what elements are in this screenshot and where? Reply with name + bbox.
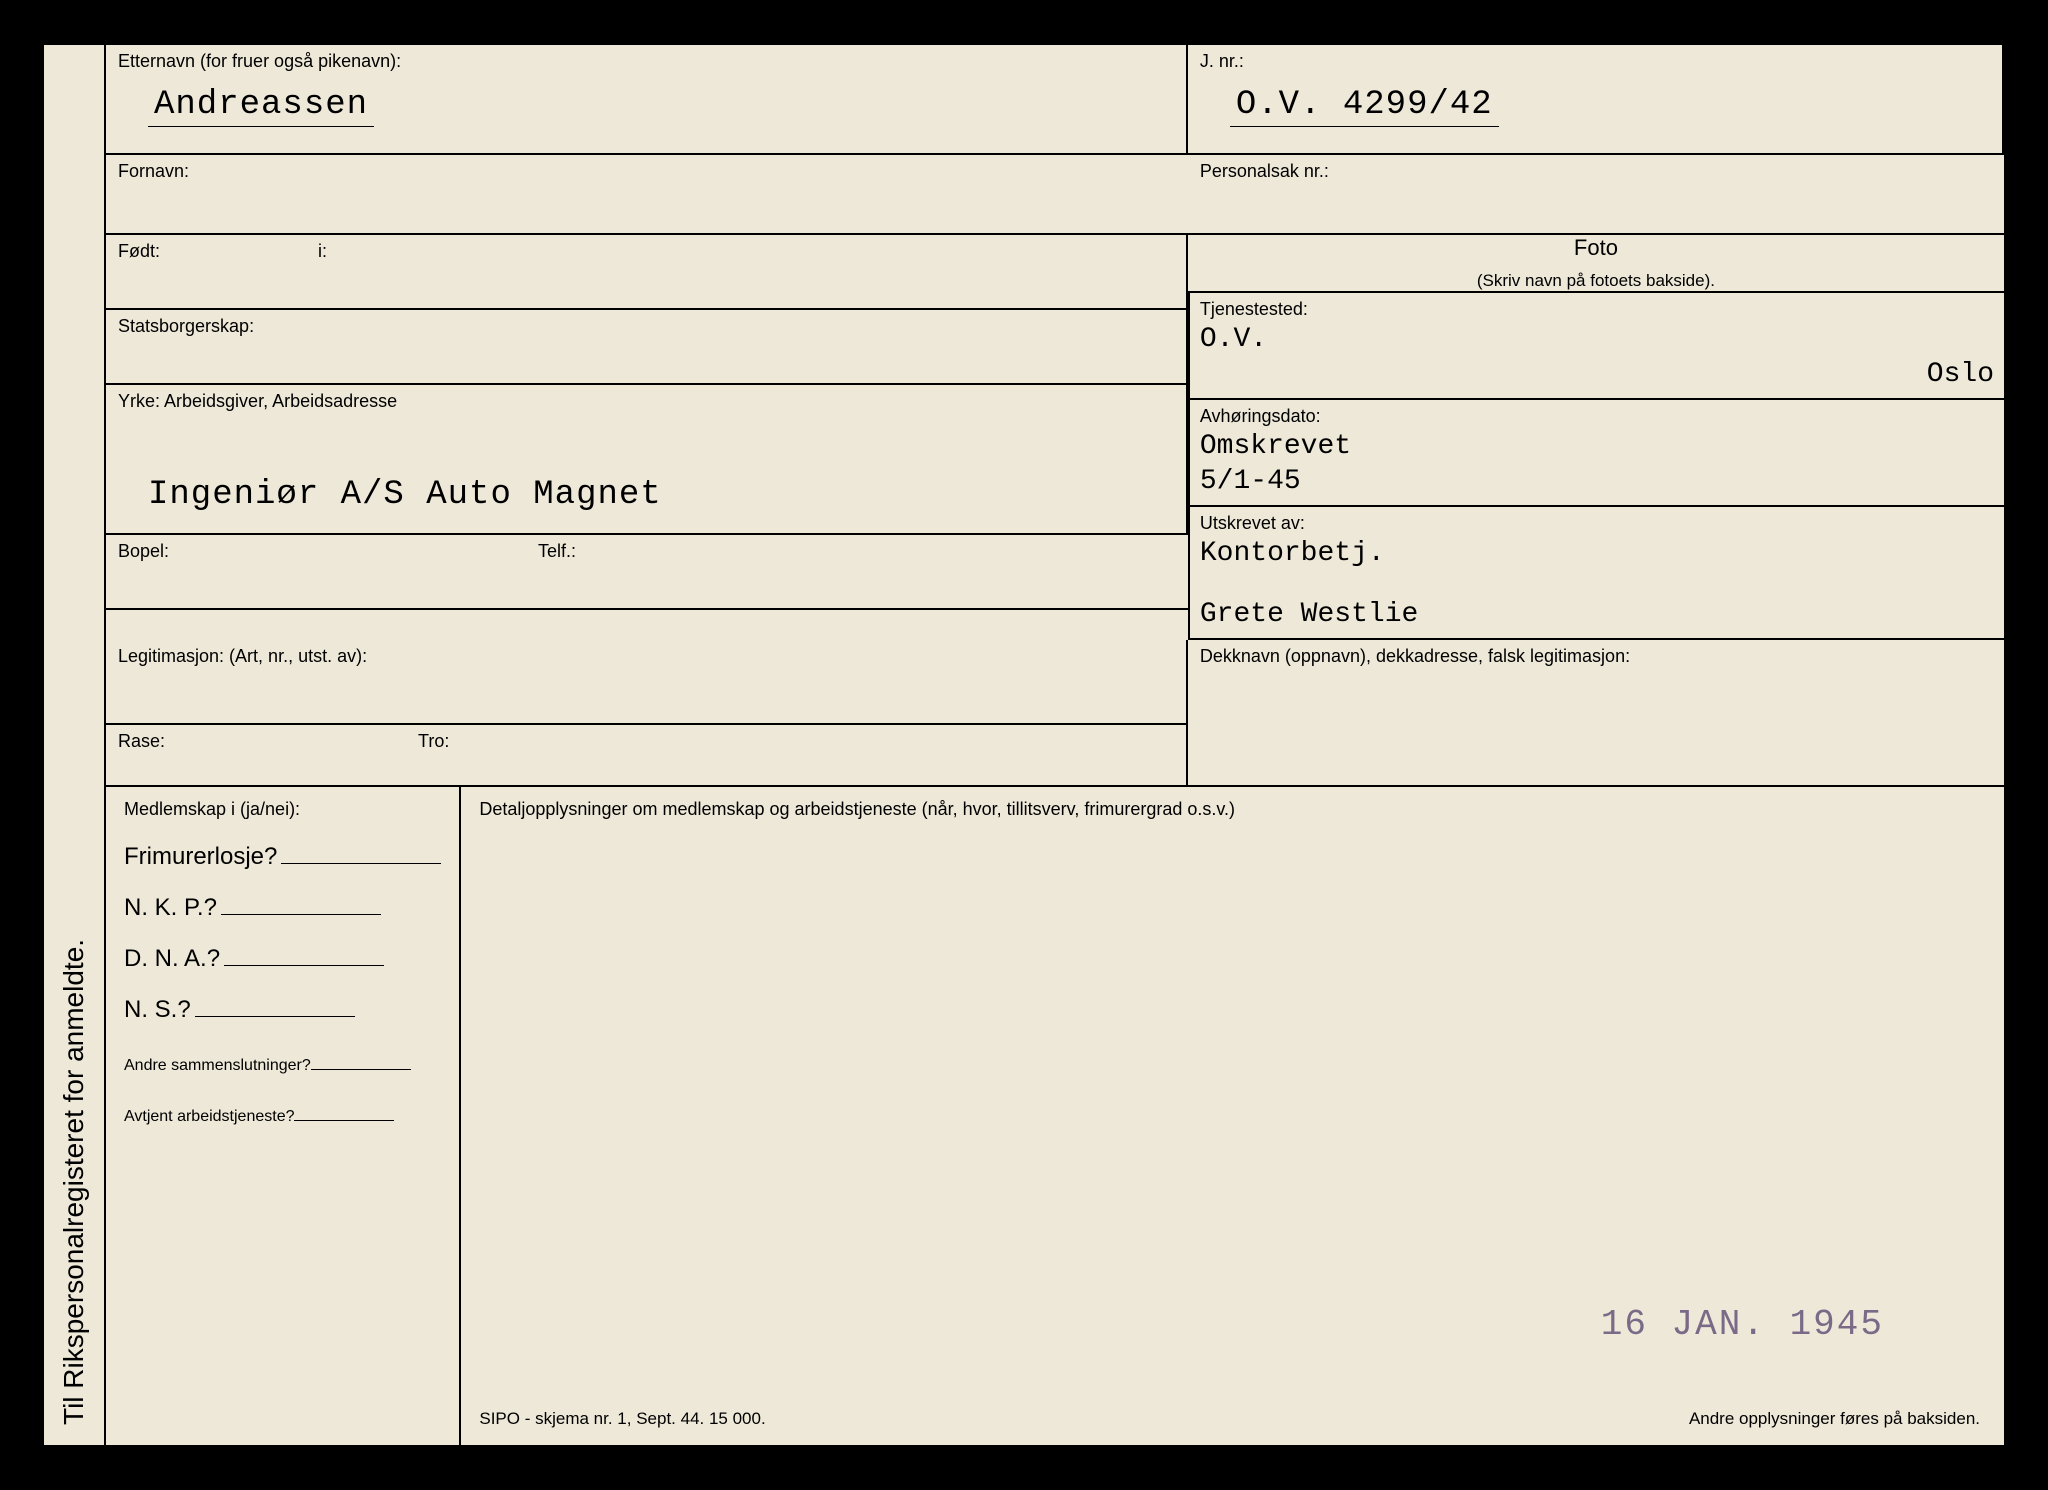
membership-item: D. N. A.?: [124, 940, 441, 973]
membership-slot: [195, 991, 355, 1017]
field-fodt: Født: i:: [106, 235, 1188, 310]
label-foto-sub: (Skriv navn på fotoets bakside).: [1477, 271, 1715, 291]
label-dekknavn: Dekknavn (oppnavn), dekkadresse, falsk l…: [1200, 646, 1992, 667]
membership-slot: [311, 1050, 411, 1070]
footer-form-id: SIPO - skjema nr. 1, Sept. 44. 15 000.: [479, 1409, 765, 1429]
value-avhoringsdato-1: Omskrevet: [1200, 431, 1994, 462]
membership-item: Frimurerlosje?: [124, 838, 441, 871]
footer-note: Andre opplysninger føres på baksiden.: [1689, 1409, 1980, 1429]
membership-column: Medlemskap i (ja/nei): Frimurerlosje? N.…: [106, 787, 461, 1445]
membership-label-1: N. K. P.?: [124, 894, 217, 922]
top-section: Etternavn (for fruer også pikenavn): And…: [106, 45, 2004, 235]
side-stack: Tjenestested: O.V. Oslo Avhøringsdato: O…: [1188, 293, 2004, 640]
value-avhoringsdato-2: 5/1-45: [1200, 466, 1994, 497]
label-avhoringsdato: Avhøringsdato:: [1200, 406, 1994, 427]
label-etternavn: Etternavn (for fruer også pikenavn):: [118, 51, 1174, 72]
label-avtjent: Avtjent arbeidstjeneste?: [124, 1108, 294, 1126]
record-card: Til Rikspersonalregisteret for anmeldte.…: [44, 45, 2004, 1445]
label-fornavn: Fornavn:: [118, 161, 1176, 182]
value-utskrevet-av-1: Kontorbetj.: [1200, 538, 1994, 569]
value-yrke: Ingeniør A/S Auto Magnet: [118, 462, 1174, 522]
membership-slot: [221, 889, 381, 915]
legit-dekknavn-row: Legitimasjon: (Art, nr., utst. av): Rase…: [106, 640, 2004, 787]
label-medlemskap: Medlemskap i (ja/nei):: [124, 799, 441, 820]
field-tjenestested: Tjenestested: O.V. Oslo: [1190, 293, 2004, 400]
field-statsborgerskap: Statsborgerskap:: [106, 310, 1188, 385]
membership-label-2: D. N. A.?: [124, 945, 220, 973]
label-telf: Telf.:: [538, 541, 576, 561]
label-bopel: Bopel:: [118, 541, 169, 561]
form-body: Etternavn (for fruer også pikenavn): And…: [104, 45, 2004, 1445]
field-etternavn: Etternavn (for fruer også pikenavn): And…: [106, 45, 1188, 155]
field-avhoringsdato: Avhøringsdato: Omskrevet 5/1-45: [1190, 400, 2004, 507]
field-jnr: J. nr.: O.V. 4299/42: [1188, 45, 2004, 155]
membership-andre: Andre sammenslutninger?: [124, 1050, 441, 1075]
membership-item: N. K. P.?: [124, 889, 441, 922]
membership-slot: [294, 1101, 394, 1121]
value-etternavn: Andreassen: [148, 86, 374, 127]
label-tro: Tro:: [418, 731, 449, 751]
vertical-title: Til Rikspersonalregisteret for anmeldte.: [44, 45, 104, 1445]
label-tjenestested: Tjenestested:: [1200, 299, 1994, 320]
field-dekknavn: Dekknavn (oppnavn), dekkadresse, falsk l…: [1188, 640, 2004, 787]
label-statsborgerskap: Statsborgerskap:: [118, 316, 1174, 337]
date-stamp: 16 JAN. 1945: [1601, 1304, 1884, 1345]
label-rase: Rase:: [118, 731, 165, 751]
label-yrke: Yrke: Arbeidsgiver, Arbeidsadresse: [118, 391, 1174, 412]
membership-label-3: N. S.?: [124, 996, 191, 1024]
details-column: Detaljopplysninger om medlemskap og arbe…: [461, 787, 2004, 1445]
label-fodt-i: i:: [318, 241, 327, 261]
bottom-section: Medlemskap i (ja/nei): Frimurerlosje? N.…: [106, 787, 2004, 1445]
membership-slot: [281, 838, 441, 864]
membership-label-0: Frimurerlosje?: [124, 843, 277, 871]
field-fornavn: Fornavn:: [106, 155, 1188, 235]
value-tjenestested-2: Oslo: [1200, 359, 1994, 390]
field-personalsak: Personalsak nr.:: [1188, 155, 2004, 235]
field-rase-tro: Rase: Tro:: [106, 725, 1186, 785]
value-utskrevet-av-2: Grete Westlie: [1200, 599, 1994, 630]
label-legitimasjon: Legitimasjon: (Art, nr., utst. av):: [118, 646, 1174, 667]
label-andre-sammenslutninger: Andre sammenslutninger?: [124, 1057, 311, 1075]
label-jnr: J. nr.:: [1200, 51, 1990, 72]
photo-box: Foto (Skriv navn på fotoets bakside).: [1188, 235, 2004, 293]
label-detaljopplysninger: Detaljopplysninger om medlemskap og arbe…: [479, 799, 1986, 820]
value-tjenestested-1: O.V.: [1200, 324, 1994, 355]
membership-avtjent: Avtjent arbeidstjeneste?: [124, 1101, 441, 1126]
membership-slot: [224, 940, 384, 966]
label-personalsak: Personalsak nr.:: [1200, 161, 1992, 182]
field-bopel: Bopel: Telf.:: [106, 535, 1188, 610]
membership-item: N. S.?: [124, 991, 441, 1024]
field-legitimasjon: Legitimasjon: (Art, nr., utst. av):: [106, 640, 1186, 725]
middle-section: Født: i: Statsborgerskap: Yrke: Arbeidsg…: [106, 235, 2004, 640]
value-jnr: O.V. 4299/42: [1230, 86, 1499, 127]
label-fodt: Født:: [118, 241, 160, 261]
field-utskrevet-av: Utskrevet av: Kontorbetj. Grete Westlie: [1190, 507, 2004, 640]
label-foto: Foto: [1574, 235, 1618, 261]
label-utskrevet-av: Utskrevet av:: [1200, 513, 1994, 534]
field-yrke: Yrke: Arbeidsgiver, Arbeidsadresse Ingen…: [106, 385, 1188, 535]
